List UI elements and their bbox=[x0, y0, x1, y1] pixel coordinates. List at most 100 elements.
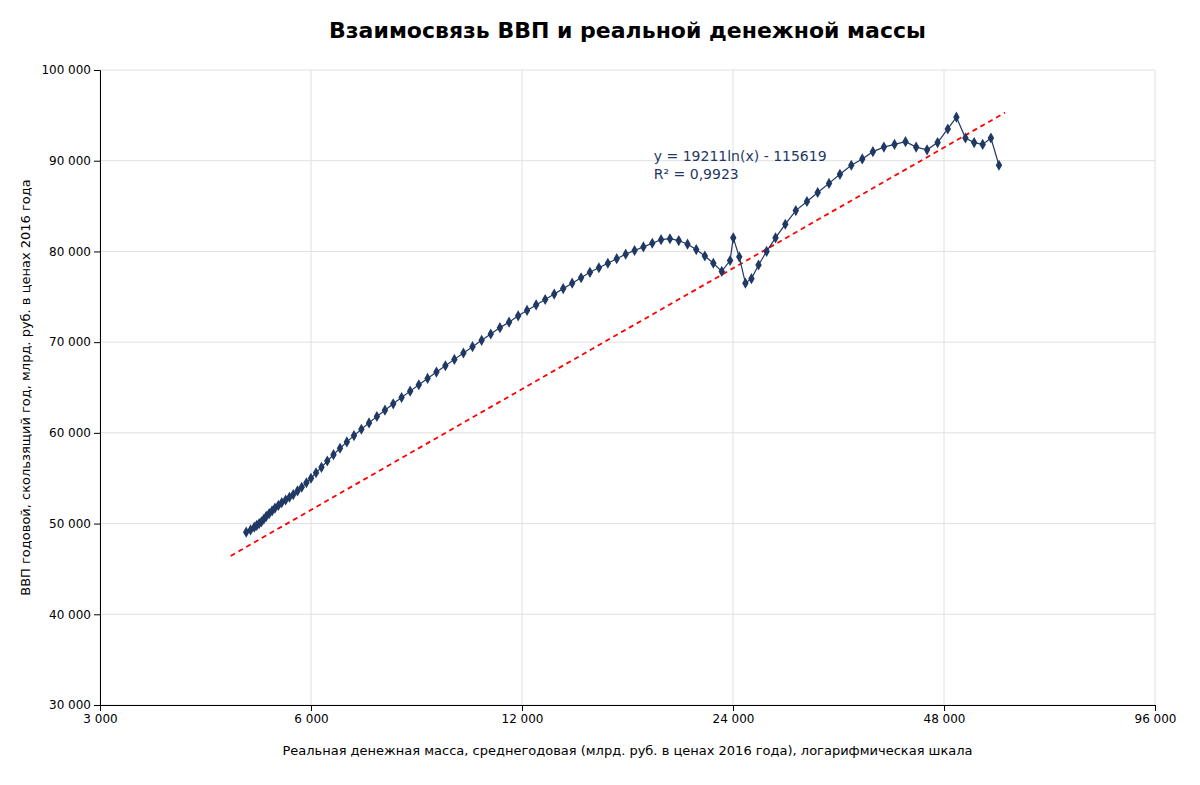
tick: 90 000 bbox=[49, 154, 100, 168]
tick-label: 30 000 bbox=[49, 698, 91, 712]
point bbox=[996, 160, 1002, 171]
point bbox=[497, 322, 503, 333]
point bbox=[488, 328, 494, 339]
grid-line-y bbox=[100, 70, 1155, 71]
point bbox=[318, 462, 324, 473]
point bbox=[330, 449, 336, 460]
point bbox=[605, 258, 611, 269]
tick-label: 6 000 bbox=[294, 712, 328, 726]
y-axis-title: ВВП годовой, скользящий год, млрд. руб. … bbox=[18, 179, 33, 596]
grid-line-x bbox=[944, 70, 945, 705]
grid-line-y bbox=[100, 614, 1155, 615]
tick-mark bbox=[94, 251, 100, 252]
point bbox=[962, 132, 968, 143]
point bbox=[736, 251, 742, 262]
tick: 48 000 bbox=[924, 705, 966, 726]
grid-line-x bbox=[311, 70, 312, 705]
tick-mark bbox=[733, 705, 734, 711]
axis-line bbox=[101, 706, 1156, 712]
point bbox=[971, 137, 977, 148]
point bbox=[658, 234, 664, 245]
point bbox=[640, 241, 646, 252]
grid-line-y bbox=[100, 432, 1155, 433]
grid-line-x bbox=[522, 70, 523, 705]
point bbox=[478, 335, 484, 346]
point bbox=[848, 160, 854, 171]
point bbox=[684, 239, 690, 250]
series-line bbox=[246, 117, 999, 532]
tick-mark bbox=[94, 705, 100, 706]
point bbox=[727, 255, 733, 266]
point bbox=[587, 267, 593, 278]
grid-line-y bbox=[100, 342, 1155, 343]
tick-label: 48 000 bbox=[924, 712, 966, 726]
point bbox=[748, 273, 754, 284]
point bbox=[870, 146, 876, 157]
point bbox=[407, 386, 413, 397]
tick-label: 96 000 bbox=[1135, 712, 1177, 726]
point bbox=[366, 417, 372, 428]
tick-label: 24 000 bbox=[713, 712, 755, 726]
point bbox=[578, 272, 584, 283]
markers bbox=[243, 112, 1002, 538]
point bbox=[649, 238, 655, 249]
point bbox=[324, 455, 330, 466]
point bbox=[460, 347, 466, 358]
grid bbox=[100, 70, 1155, 705]
point bbox=[793, 205, 799, 216]
tick-label: 12 000 bbox=[502, 712, 544, 726]
tick-mark bbox=[522, 705, 523, 711]
point bbox=[398, 392, 404, 403]
point bbox=[979, 139, 985, 150]
point bbox=[344, 436, 350, 447]
tick: 24 000 bbox=[713, 705, 755, 726]
tick-label: 60 000 bbox=[49, 426, 91, 440]
point bbox=[902, 136, 908, 147]
tick-mark bbox=[94, 524, 100, 525]
point bbox=[358, 424, 364, 435]
tick: 12 000 bbox=[502, 705, 544, 726]
point bbox=[719, 266, 725, 277]
point bbox=[859, 153, 865, 164]
point bbox=[945, 123, 951, 134]
point bbox=[382, 405, 388, 416]
point bbox=[953, 112, 959, 123]
point bbox=[451, 354, 457, 365]
point bbox=[782, 219, 788, 230]
tick-label: 70 000 bbox=[49, 335, 91, 349]
point bbox=[772, 232, 778, 243]
tick: 100 000 bbox=[41, 63, 100, 77]
chart: 3 0006 00012 00024 00048 00096 00030 000… bbox=[0, 0, 1200, 785]
tick-label: 90 000 bbox=[49, 154, 91, 168]
tick-label: 50 000 bbox=[49, 517, 91, 531]
tick-mark bbox=[94, 342, 100, 343]
point bbox=[710, 258, 716, 269]
point bbox=[804, 196, 810, 207]
tick-mark bbox=[1155, 705, 1156, 711]
point bbox=[308, 473, 314, 484]
y-axis: 30 000 40 000 50 000 60 000 70 000 80 000 90 0… bbox=[41, 63, 100, 712]
point bbox=[596, 262, 602, 273]
tick: 96 000 bbox=[1135, 705, 1177, 726]
annotation-line: R² = 0,9923 bbox=[654, 166, 739, 182]
point bbox=[675, 235, 681, 246]
axis-line bbox=[94, 71, 101, 706]
point bbox=[667, 233, 673, 244]
point bbox=[891, 139, 897, 150]
point bbox=[693, 244, 699, 255]
point bbox=[542, 294, 548, 305]
tick-label: 40 000 bbox=[49, 608, 91, 622]
point bbox=[469, 341, 475, 352]
point bbox=[934, 137, 940, 148]
point bbox=[881, 142, 887, 153]
point bbox=[631, 245, 637, 256]
tick-label: 100 000 bbox=[41, 63, 91, 77]
x-axis-title: Реальная денежная масса, среднегодовая (… bbox=[282, 743, 972, 758]
tick: 80 000 bbox=[49, 245, 100, 259]
annotation: y = 19211ln(x) - 115619R² = 0,9923 bbox=[654, 148, 827, 182]
point bbox=[755, 259, 761, 270]
point bbox=[560, 283, 566, 294]
point bbox=[533, 299, 539, 310]
point bbox=[622, 249, 628, 260]
tick: 30 000 bbox=[49, 698, 100, 712]
